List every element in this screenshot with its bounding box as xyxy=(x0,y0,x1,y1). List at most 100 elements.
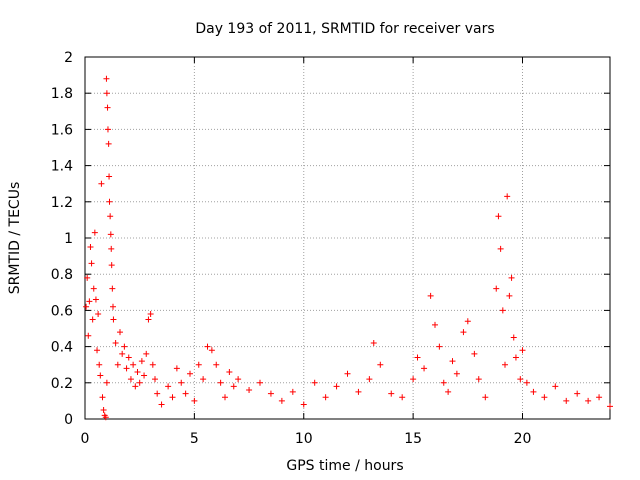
data-point xyxy=(399,394,406,401)
data-point xyxy=(88,260,95,267)
data-point xyxy=(471,350,478,357)
data-point xyxy=(125,354,132,361)
data-point xyxy=(502,361,508,368)
data-point xyxy=(499,307,506,314)
data-point xyxy=(103,75,110,82)
y-tick-label: 1.6 xyxy=(51,122,73,138)
y-tick-label: 0.6 xyxy=(51,303,73,319)
data-point xyxy=(127,376,134,383)
data-point xyxy=(388,390,395,397)
y-axis-ticks: 0 0.2 0.4 0.6 0.8 1 1.2 1.4 1.6 1.8 2 xyxy=(51,50,610,428)
data-point xyxy=(114,361,121,368)
data-point xyxy=(421,365,428,372)
data-point xyxy=(103,379,110,386)
data-point xyxy=(110,316,117,323)
data-point xyxy=(495,213,502,220)
data-point xyxy=(134,368,141,375)
data-point xyxy=(377,361,384,368)
data-point xyxy=(136,379,143,386)
data-point xyxy=(475,376,482,383)
data-point xyxy=(96,361,103,368)
data-point xyxy=(147,311,154,318)
data-point xyxy=(464,318,471,325)
data-point xyxy=(149,361,156,368)
data-point xyxy=(436,343,443,350)
data-point xyxy=(410,376,417,383)
data-point xyxy=(187,370,193,377)
data-point xyxy=(267,390,274,397)
grid xyxy=(85,57,610,419)
y-tick-label: 1.4 xyxy=(51,159,73,175)
data-point xyxy=(519,347,526,354)
data-point xyxy=(138,358,145,365)
data-point xyxy=(344,370,351,377)
data-point xyxy=(427,292,434,299)
data-point xyxy=(208,347,215,354)
data-point xyxy=(102,414,109,421)
x-tick-label: 15 xyxy=(404,431,422,447)
x-axis-ticks: 0 5 10 15 20 xyxy=(81,57,531,447)
data-point xyxy=(145,316,152,323)
data-point xyxy=(158,401,165,408)
data-point xyxy=(110,303,116,310)
data-point xyxy=(87,244,94,251)
data-point xyxy=(563,397,570,404)
data-point xyxy=(106,198,113,205)
data-point xyxy=(289,388,296,395)
data-point xyxy=(530,388,537,395)
data-point xyxy=(200,376,207,383)
data-point xyxy=(94,347,101,354)
data-point xyxy=(508,274,515,281)
data-point xyxy=(414,354,421,361)
y-tick-label: 0.4 xyxy=(51,340,73,356)
data-point xyxy=(89,316,96,323)
data-point xyxy=(213,361,220,368)
data-point xyxy=(574,390,581,397)
y-tick-label: 1.8 xyxy=(51,86,73,102)
data-point xyxy=(90,285,97,292)
data-point xyxy=(169,394,176,401)
y-tick-label: 2 xyxy=(64,50,73,66)
data-point xyxy=(607,403,613,410)
data-point xyxy=(123,365,130,372)
y-tick-label: 0.2 xyxy=(51,376,73,392)
data-point xyxy=(217,379,224,386)
chart-title: Day 193 of 2011, SRMTID for receiver var… xyxy=(195,21,494,37)
data-point xyxy=(84,274,91,281)
data-point xyxy=(182,390,189,397)
data-point xyxy=(109,285,116,292)
data-point xyxy=(506,292,513,299)
data-point xyxy=(121,343,128,350)
data-point xyxy=(493,285,500,292)
y-tick-label: 1 xyxy=(64,231,73,247)
data-points xyxy=(83,75,613,421)
y-tick-label: 1.2 xyxy=(51,195,73,211)
data-point xyxy=(195,361,202,368)
data-point xyxy=(523,379,530,386)
data-point xyxy=(191,397,198,404)
data-point xyxy=(105,140,112,147)
data-point xyxy=(99,394,106,401)
data-point xyxy=(92,296,99,303)
data-point xyxy=(104,126,111,133)
data-point xyxy=(204,343,211,350)
data-point xyxy=(512,354,519,361)
data-point xyxy=(596,394,603,401)
y-tick-label: 0 xyxy=(64,412,73,428)
data-point xyxy=(541,394,548,401)
data-point xyxy=(510,334,517,341)
data-point xyxy=(517,376,524,383)
data-point xyxy=(440,379,447,386)
data-point xyxy=(107,231,114,238)
data-point xyxy=(453,370,460,377)
data-point xyxy=(108,262,115,269)
y-axis-label: SRMTID / TECUs xyxy=(7,182,23,295)
y-tick-label: 0.8 xyxy=(51,267,73,283)
data-point xyxy=(107,213,114,220)
data-point xyxy=(445,388,452,395)
data-point xyxy=(91,229,98,236)
data-point xyxy=(154,390,161,397)
data-point xyxy=(333,383,340,390)
data-point xyxy=(432,321,438,328)
